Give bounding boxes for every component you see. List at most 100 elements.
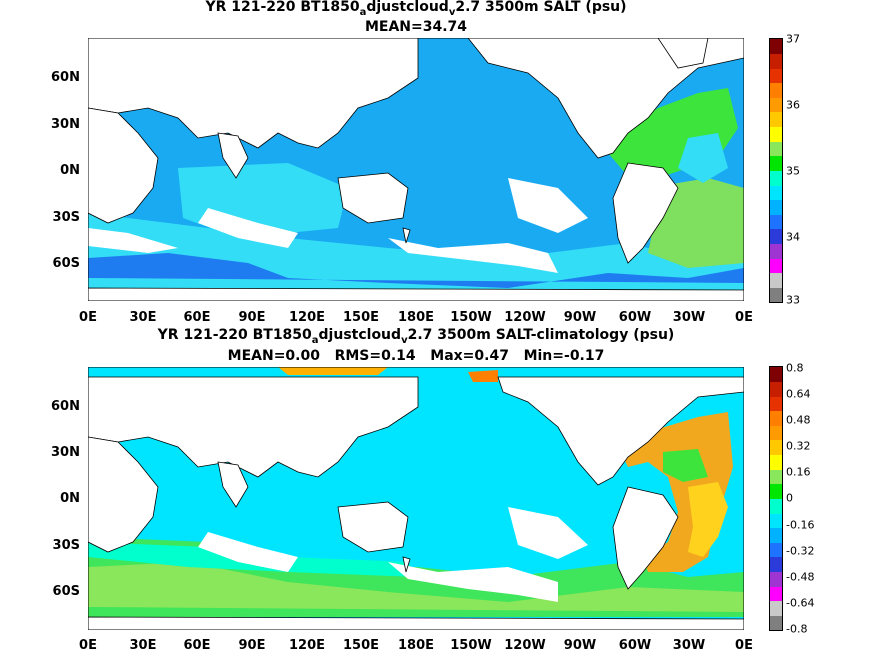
colorbar-segment [770,243,782,259]
bottom-colorbar [769,366,783,631]
colorbar-segment [770,199,782,215]
top-map [88,38,744,301]
top-lon-150w: 150W [450,310,492,325]
colorbar-segment [770,542,782,558]
top-deep-blue-s [88,253,744,288]
bottom-cb-label-7: -0.32 [786,544,815,558]
top-cb-label-35: 35 [786,164,800,178]
top-cb-label-37: 37 [786,32,800,46]
bottom-land [88,376,744,630]
top-land-eurasia [88,38,419,149]
colorbar-segment [770,586,782,602]
colorbar-segment [770,141,782,157]
bottom-lon-90w: 90W [563,638,597,653]
colorbar-segment [770,155,782,171]
top-lon-60e: 60E [183,310,211,325]
top-title-sub2: v [448,6,456,18]
top-panel-mean: MEAN=34.74 [364,19,468,35]
colorbar-segment [770,600,782,616]
bottom-title-sub2: v [401,334,408,346]
top-land-nz [402,227,411,244]
colorbar-segment [770,381,782,397]
top-lat-30s: 30S [52,210,80,225]
top-lon-0e: 0E [79,310,97,325]
bottom-arctic-orange [468,370,498,382]
bottom-lon-120w: 120W [504,638,546,653]
top-land-africa [88,107,159,224]
bottom-atlantic-yellow [688,482,728,557]
top-lon-180e: 180E [397,310,435,325]
top-lon-30w: 30W [672,310,706,325]
bottom-ridge-3 [508,507,588,559]
bottom-cb-label-3: 0.32 [786,439,811,453]
bottom-cb-label-1: 0.64 [786,387,811,401]
top-title-sub1: a [359,6,367,18]
bottom-cb-label-2: 0.48 [786,413,811,427]
bottom-cb-label-10: -0.8 [786,622,808,636]
bottom-lat-30n: 30N [51,445,80,460]
bottom-lat-60s: 60S [52,584,80,599]
colorbar-segment [770,469,782,485]
bottom-lon-30w: 30W [672,638,706,653]
bottom-ridge-2 [198,532,298,572]
colorbar-segment [770,513,782,529]
bottom-title-sub1: a [311,334,319,346]
bottom-atlantic-green [663,449,708,482]
colorbar-segment [770,228,782,244]
bottom-lon-120e: 120E [288,638,326,653]
bottom-land-africa [88,436,159,553]
colorbar-segment [770,126,782,142]
colorbar-segment [770,97,782,113]
bottom-lon-180e: 180E [397,638,435,653]
top-title-part2: djustcloud [366,0,449,15]
colorbar-segment [770,258,782,274]
top-land-australia [337,172,409,224]
bottom-arctic-yellow [278,367,388,375]
bottom-lon-60w: 60W [618,638,652,653]
colorbar-segment [770,425,782,441]
top-lat-60n: 60N [51,70,80,85]
colorbar-segment [770,440,782,456]
colorbar-segment [770,185,782,201]
top-lon-90w: 90W [563,310,597,325]
bottom-cb-label-4: 0.16 [786,465,811,479]
top-cb-label-36: 36 [786,98,800,112]
colorbar-segment [770,483,782,499]
bottom-cb-label-9: -0.64 [786,596,815,610]
colorbar-segment [770,396,782,412]
top-cb-label-34: 34 [786,230,800,244]
bottom-title-part1: YR 121-220 BT1850 [157,327,312,343]
top-north-atlantic-green [608,88,738,188]
top-ridge-2 [198,208,298,248]
bottom-title-part2: djustcloud [318,327,402,343]
top-land-southamerica [612,162,679,264]
colorbar-segment [770,170,782,186]
top-colorbar [769,38,783,303]
bottom-panel-title: YR 121-220 BT1850adjustcloudv2.7 3500m S… [88,326,744,350]
bottom-land-india [217,461,249,508]
colorbar-segment [770,68,782,84]
top-land-antarctica [88,287,744,301]
top-title-part1: YR 121-220 BT1850 [205,0,360,15]
bottom-land-antarctica [88,616,744,630]
bottom-ridge-1 [388,562,558,602]
bottom-lon-150w: 150W [450,638,492,653]
bottom-lon-90e: 90E [238,638,266,653]
bottom-lat-30s: 30S [52,538,80,553]
bottom-title-part3: 2.7 3500m SALT-climatology (psu) [407,327,675,343]
bottom-panel-stats: MEAN=0.00 RMS=0.14 Max=0.47 Min=-0.17 [227,348,605,364]
bottom-land-australia [337,501,409,553]
colorbar-segment [770,367,782,382]
top-ridge-3 [508,178,588,233]
bottom-lon-150e: 150E [342,638,380,653]
colorbar-segment [770,82,782,98]
top-title-part3: 2.7 3500m SALT (psu) [455,0,627,15]
top-cb-label-33: 33 [786,293,800,307]
colorbar-segment [770,571,782,587]
colorbar-segment [770,272,782,288]
bottom-lon-0e-end: 0E [735,638,753,653]
colorbar-segment [770,287,782,303]
colorbar-border [769,38,783,303]
bottom-land-eurasia [88,376,419,478]
bottom-lat-0n: 0N [60,491,80,506]
